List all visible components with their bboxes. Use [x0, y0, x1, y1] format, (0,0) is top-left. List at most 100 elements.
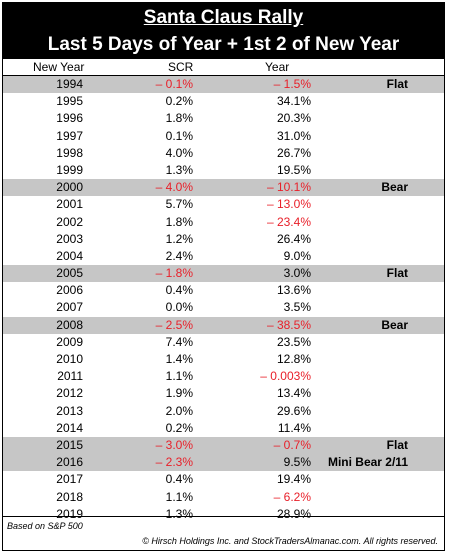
cell-year-return: 13.6%	[276, 283, 311, 298]
cell-new-year: 2013	[56, 403, 83, 418]
table-row: 1994 – 0.1% – 1.5% Flat	[3, 76, 444, 94]
footer-copyright: © Hirsch Holdings Inc. and StockTradersA…	[142, 536, 438, 546]
cell-scr: 1.4%	[165, 352, 193, 366]
cell-new-year: 2014	[56, 420, 83, 435]
cell-market-note: Mini Bear 2/11	[327, 455, 408, 470]
cell-market-note: Bear	[381, 317, 408, 332]
cell-market-note: Flat	[386, 437, 408, 452]
cell-market-note: Bear	[381, 180, 408, 195]
cell-year-return: 28.9%	[276, 506, 311, 521]
cell-new-year: 1994	[56, 77, 83, 91]
cell-year-return: 3.0%	[283, 266, 311, 281]
cell-new-year: 2009	[56, 334, 83, 349]
cell-year-return: 20.3%	[276, 111, 311, 126]
table-row: 2007 0.0% 3.5%	[3, 299, 444, 316]
table-row: 1997 0.1% 31.0%	[3, 128, 444, 145]
table-row: 2016 – 2.3% 9.5% Mini Bear 2/11	[3, 454, 444, 472]
table-row: 2014 0.2% 11.4%	[3, 420, 444, 437]
cell-new-year: 2002	[56, 214, 83, 229]
cell-new-year: 2007	[56, 300, 83, 315]
table-row: 2013 2.0% 29.6%	[3, 403, 444, 420]
cell-year-return: 26.7%	[276, 145, 311, 160]
cell-new-year: 2004	[56, 248, 83, 263]
cell-year-return: 29.6%	[276, 403, 311, 418]
table-row: 1998 4.0% 26.7%	[3, 145, 444, 162]
cell-scr: – 4.0%	[155, 180, 193, 195]
cell-new-year: 2016	[56, 455, 83, 470]
cell-scr: 1.9%	[165, 386, 193, 401]
page-title: Santa Claus Rally	[143, 7, 304, 28]
cell-new-year: 2017	[56, 472, 83, 487]
cell-year-return: – 0.7%	[273, 437, 311, 452]
table-row: 2003 1.2% 26.4%	[3, 231, 444, 248]
footer-basis: Based on S&P 500	[7, 521, 83, 531]
cell-year-return: 9.5%	[283, 455, 311, 470]
cell-year-return: 9.0%	[283, 248, 311, 263]
table-row: 2011 1.1% – 0.003%	[3, 368, 444, 385]
cell-year-return: 3.5%	[283, 300, 311, 315]
cell-new-year: 2018	[56, 489, 83, 504]
cell-scr: 2.0%	[165, 403, 193, 418]
cell-new-year: 2012	[56, 386, 83, 401]
cell-year-return: – 38.5%	[266, 317, 311, 332]
cell-scr: 0.4%	[165, 283, 193, 298]
cell-year-return: – 6.2%	[273, 489, 311, 504]
cell-scr: 0.4%	[165, 472, 193, 487]
cell-year-return: 23.5%	[276, 334, 311, 349]
table-header: Santa Claus Rally Last 5 Days of Year + …	[3, 3, 444, 59]
cell-year-return: – 1.5%	[273, 77, 311, 91]
cell-scr: 7.4%	[165, 334, 193, 349]
table-row: 1995 0.2% 34.1%	[3, 93, 444, 110]
table-row: 2012 1.9% 13.4%	[3, 385, 444, 402]
cell-scr: – 1.8%	[155, 266, 193, 281]
table-row: 2019 1.3% 28.9%	[3, 506, 444, 523]
table-row: 2001 5.7% – 13.0%	[3, 196, 444, 213]
cell-new-year: 1999	[56, 162, 83, 177]
cell-year-return: – 10.1%	[266, 180, 311, 195]
cell-new-year: 1998	[56, 145, 83, 160]
table-row: 2004 2.4% 9.0%	[3, 248, 444, 265]
cell-scr: 0.2%	[165, 420, 193, 435]
cell-scr: 1.1%	[165, 489, 193, 504]
column-headers: New Year SCR Year	[3, 59, 444, 76]
cell-year-return: 13.4%	[276, 386, 311, 401]
cell-scr: 5.7%	[165, 197, 193, 212]
cell-market-note: Flat	[386, 266, 408, 281]
table-row: 1999 1.3% 19.5%	[3, 162, 444, 179]
table-row: 2015 – 3.0% – 0.7% Flat	[3, 436, 444, 455]
table-row: 2018 1.1% – 6.2%	[3, 489, 444, 506]
cell-scr: 0.2%	[165, 94, 193, 109]
cell-year-return: 26.4%	[276, 231, 311, 246]
table-row: 2002 1.8% – 23.4%	[3, 214, 444, 231]
cell-year-return: – 13.0%	[266, 197, 311, 212]
cell-new-year: 1995	[56, 94, 83, 109]
cell-scr: 1.1%	[165, 369, 193, 384]
table-row: 2008 – 2.5% – 38.5% Bear	[3, 316, 444, 334]
cell-scr: 4.0%	[165, 145, 193, 160]
table-row: 2005 – 1.8% 3.0% Flat	[3, 265, 444, 283]
cell-scr: 1.3%	[165, 506, 193, 521]
cell-scr: 0.1%	[165, 128, 193, 143]
cell-year-return: 11.4%	[277, 420, 311, 435]
footer-divider	[3, 516, 444, 517]
cell-year-return: 12.8%	[276, 352, 311, 366]
cell-year-return: 31.0%	[276, 128, 311, 143]
column-header-year: Year	[265, 60, 290, 74]
cell-scr: – 2.5%	[155, 317, 193, 332]
cell-scr: 0.0%	[165, 300, 193, 315]
cell-new-year: 2008	[56, 317, 83, 332]
table-row: 2009 7.4% 23.5%	[3, 334, 444, 351]
cell-new-year: 1997	[56, 128, 83, 143]
cell-scr: 2.4%	[165, 248, 193, 263]
table-row: 1996 1.8% 20.3%	[3, 110, 444, 127]
page-subtitle: Last 5 Days of Year + 1st 2 of New Year	[47, 34, 400, 55]
cell-year-return: 34.1%	[276, 94, 311, 109]
table-row: 2010 1.4% 12.8%	[3, 351, 444, 368]
cell-new-year: 2005	[56, 266, 83, 281]
cell-new-year: 2019	[56, 506, 83, 521]
cell-year-return: – 0.003%	[260, 369, 311, 384]
table-row: 2000 – 4.0% – 10.1% Bear	[3, 179, 444, 197]
cell-scr: 1.2%	[165, 231, 193, 246]
cell-new-year: 2015	[56, 437, 83, 452]
cell-new-year: 1996	[56, 111, 83, 126]
